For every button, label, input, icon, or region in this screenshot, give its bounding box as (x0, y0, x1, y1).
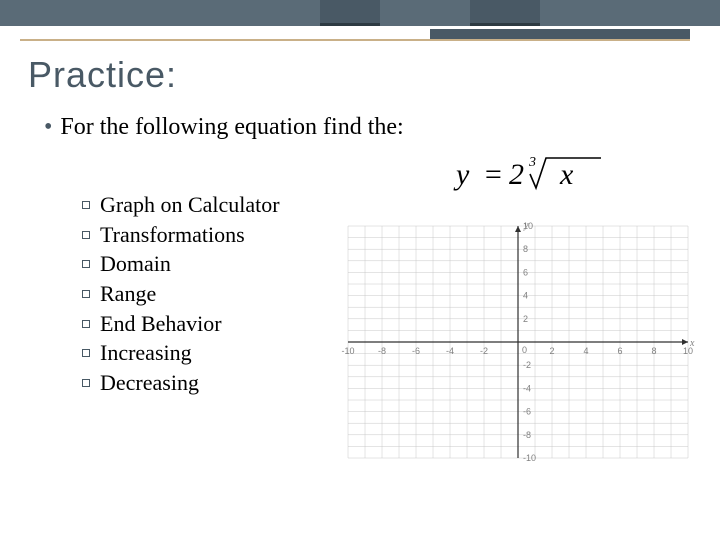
list-item-text: Increasing (100, 340, 192, 365)
svg-text:4: 4 (523, 291, 528, 301)
svg-text:-10: -10 (341, 346, 354, 356)
bullet-box-icon (82, 379, 90, 387)
eq-coef: 2 (509, 158, 524, 191)
equation: y = 2 3 x (456, 150, 626, 206)
list-item: Transformations (82, 220, 280, 250)
svg-text:8: 8 (651, 346, 656, 356)
list-item-text: End Behavior (100, 311, 222, 336)
header-segment (380, 0, 470, 26)
eq-y: y (453, 158, 470, 191)
sub-bullet-list: Graph on Calculator Transformations Doma… (82, 190, 280, 398)
svg-text:-2: -2 (480, 346, 488, 356)
list-item-text: Decreasing (100, 370, 199, 395)
list-item: Increasing (82, 338, 280, 368)
main-bullet: • For the following equation find the: (44, 114, 404, 141)
svg-text:8: 8 (523, 244, 528, 254)
bullet-box-icon (82, 201, 90, 209)
header-bar (0, 0, 720, 26)
svg-text:6: 6 (617, 346, 622, 356)
header-segment (0, 0, 320, 26)
header-segment (540, 0, 720, 26)
slide-title: Practice: (28, 54, 177, 96)
header-accent-block (430, 29, 690, 39)
list-item: Graph on Calculator (82, 190, 280, 220)
coordinate-grid: -10-8-6-4-20246810-10-8-6-4-2246810xy (330, 216, 700, 474)
svg-text:2: 2 (523, 314, 528, 324)
list-item: End Behavior (82, 309, 280, 339)
list-item: Decreasing (82, 368, 280, 398)
svg-text:2: 2 (549, 346, 554, 356)
svg-text:-6: -6 (523, 407, 531, 417)
eq-equals: = (483, 158, 503, 191)
list-item-text: Transformations (100, 222, 245, 247)
equation-svg: y = 2 3 x (456, 150, 626, 198)
bullet-box-icon (82, 349, 90, 357)
svg-text:-10: -10 (523, 453, 536, 463)
eq-radicand: x (559, 158, 574, 191)
list-item-text: Domain (100, 251, 171, 276)
main-bullet-text: For the following equation find the: (60, 114, 403, 140)
eq-index: 3 (528, 155, 536, 170)
grid-svg: -10-8-6-4-20246810-10-8-6-4-2246810xy (330, 216, 700, 474)
svg-text:-2: -2 (523, 360, 531, 370)
header-accent-line (20, 39, 690, 41)
bullet-box-icon (82, 320, 90, 328)
svg-text:-8: -8 (523, 430, 531, 440)
svg-text:y: y (523, 220, 529, 231)
svg-text:6: 6 (523, 267, 528, 277)
list-item-text: Graph on Calculator (100, 192, 280, 217)
svg-text:-4: -4 (523, 383, 531, 393)
bullet-dot-icon: • (44, 114, 52, 140)
svg-text:-4: -4 (446, 346, 454, 356)
bullet-box-icon (82, 231, 90, 239)
list-item-text: Range (100, 281, 156, 306)
svg-text:4: 4 (583, 346, 588, 356)
svg-text:-8: -8 (378, 346, 386, 356)
bullet-box-icon (82, 290, 90, 298)
svg-text:-6: -6 (412, 346, 420, 356)
svg-text:x: x (689, 338, 695, 349)
list-item: Range (82, 279, 280, 309)
svg-text:0: 0 (522, 345, 527, 355)
bullet-box-icon (82, 260, 90, 268)
list-item: Domain (82, 249, 280, 279)
